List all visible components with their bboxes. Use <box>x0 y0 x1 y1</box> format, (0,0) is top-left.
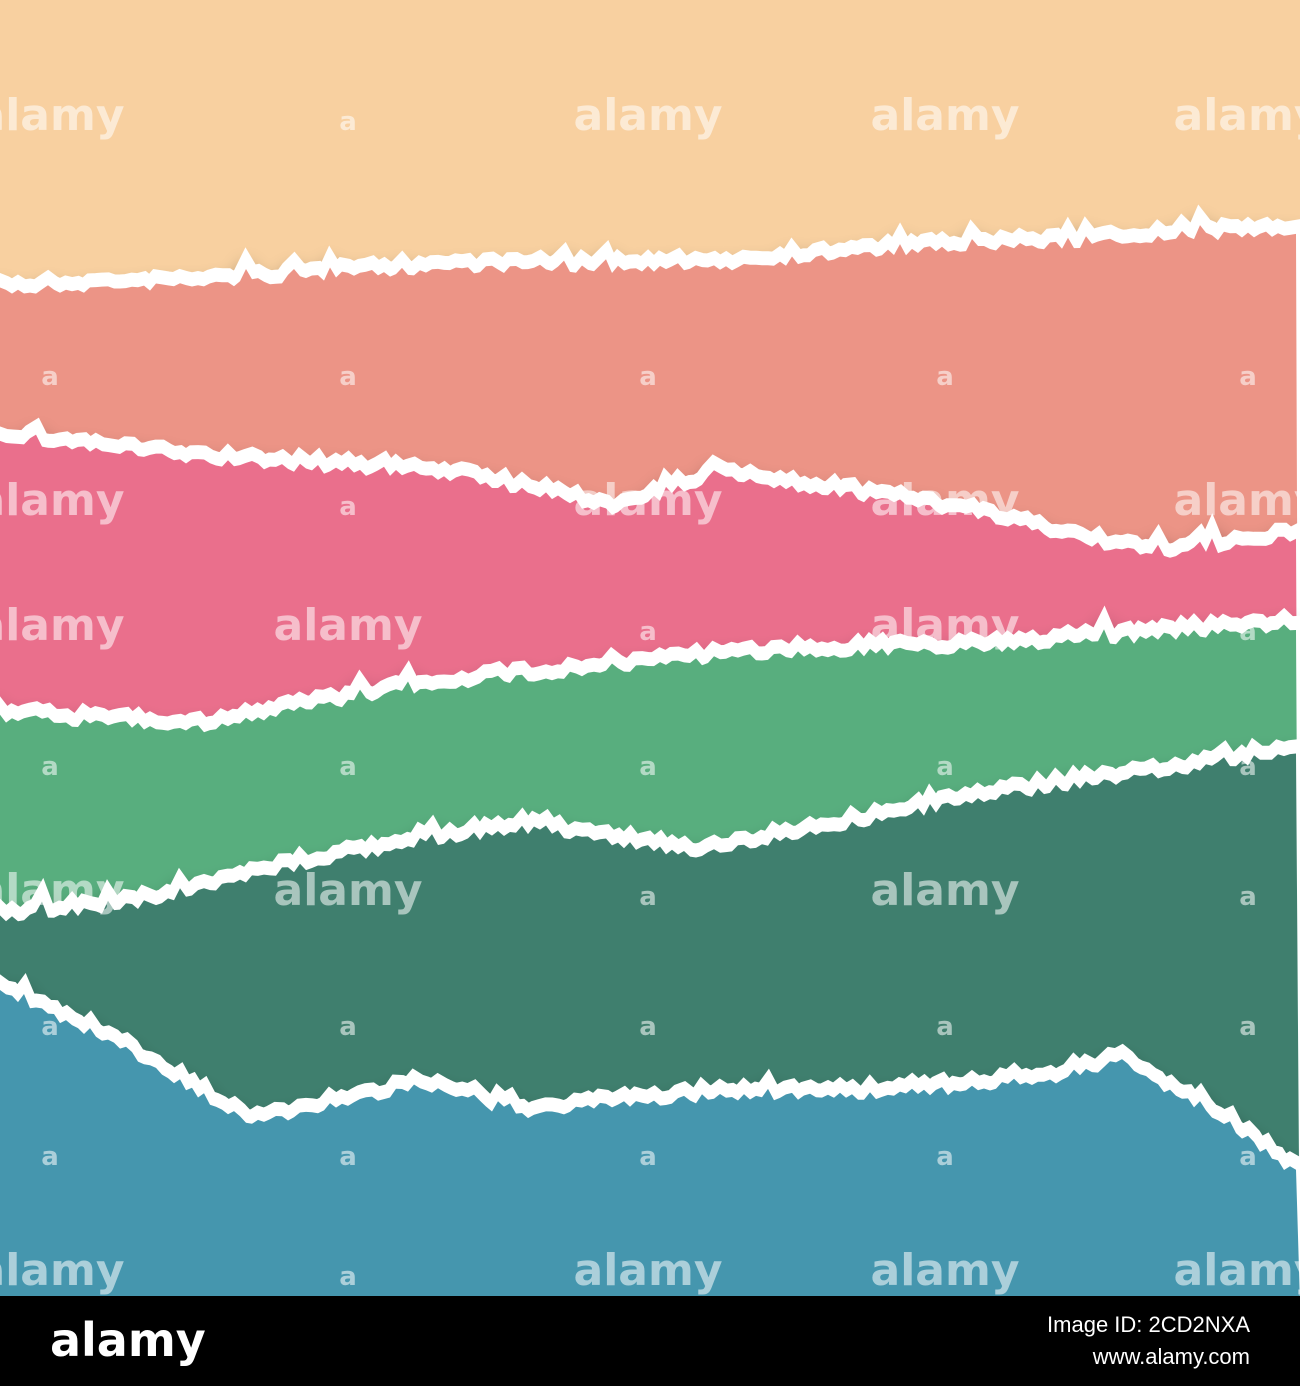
watermark-small: a <box>41 362 59 392</box>
watermark-large: alamy <box>274 865 423 916</box>
watermark-large: alamy <box>0 475 125 526</box>
watermark-large: alamy <box>0 90 125 141</box>
footer-url: www.alamy.com <box>1092 1344 1250 1369</box>
watermark-small: a <box>639 752 657 782</box>
paper-layers <box>0 204 1300 1304</box>
watermark-large: alamy <box>871 1245 1020 1296</box>
watermark-small: a <box>41 1142 59 1172</box>
watermark-large: alamy <box>1174 90 1300 141</box>
watermark-small: a <box>1239 617 1257 647</box>
watermark-small: a <box>1239 752 1257 782</box>
watermark-small: a <box>1239 882 1257 912</box>
watermark-small: a <box>936 362 954 392</box>
watermark-small: a <box>1239 362 1257 392</box>
watermark-large: alamy <box>274 600 423 651</box>
watermark-small: a <box>41 1012 59 1042</box>
watermark-large: alamy <box>0 865 125 916</box>
watermark-large: alamy <box>574 475 723 526</box>
watermark-small: a <box>936 1142 954 1172</box>
footer-brand: alamy <box>50 1313 206 1367</box>
watermark-large: alamy <box>1174 475 1300 526</box>
watermark-large: alamy <box>574 1245 723 1296</box>
watermark-small: a <box>339 1142 357 1172</box>
watermark-small: a <box>639 1142 657 1172</box>
watermark-large: alamy <box>1174 1245 1300 1296</box>
watermark-small: a <box>339 752 357 782</box>
watermark-small: a <box>339 107 357 137</box>
watermark-large: alamy <box>871 475 1020 526</box>
watermark-small: a <box>936 752 954 782</box>
watermark-small: a <box>639 882 657 912</box>
watermark-large: alamy <box>871 865 1020 916</box>
watermark-small: a <box>41 752 59 782</box>
watermark-small: a <box>1239 1012 1257 1042</box>
watermarks: alamy a alamy alamy alamy a a a a a alamy a alamy ala… <box>0 90 1300 1296</box>
paper-layer <box>0 990 1300 1303</box>
watermark-small: a <box>639 617 657 647</box>
watermark-small: a <box>936 1012 954 1042</box>
watermark-small: a <box>339 1262 357 1292</box>
watermark-large: alamy <box>0 600 125 651</box>
watermark-small: a <box>339 1012 357 1042</box>
watermark-large: alamy <box>871 90 1020 141</box>
watermark-large: alamy <box>871 600 1020 651</box>
watermark-small: a <box>339 492 357 522</box>
watermark-small: a <box>639 1012 657 1042</box>
footer-bar <box>0 1296 1300 1386</box>
watermark-small: a <box>639 362 657 392</box>
watermark-large: alamy <box>574 90 723 141</box>
watermark-small: a <box>1239 1142 1257 1172</box>
footer-image-id: Image ID: 2CD2NXA <box>1047 1312 1250 1337</box>
watermark-small: a <box>339 362 357 392</box>
watermark-large: alamy <box>0 1245 125 1296</box>
